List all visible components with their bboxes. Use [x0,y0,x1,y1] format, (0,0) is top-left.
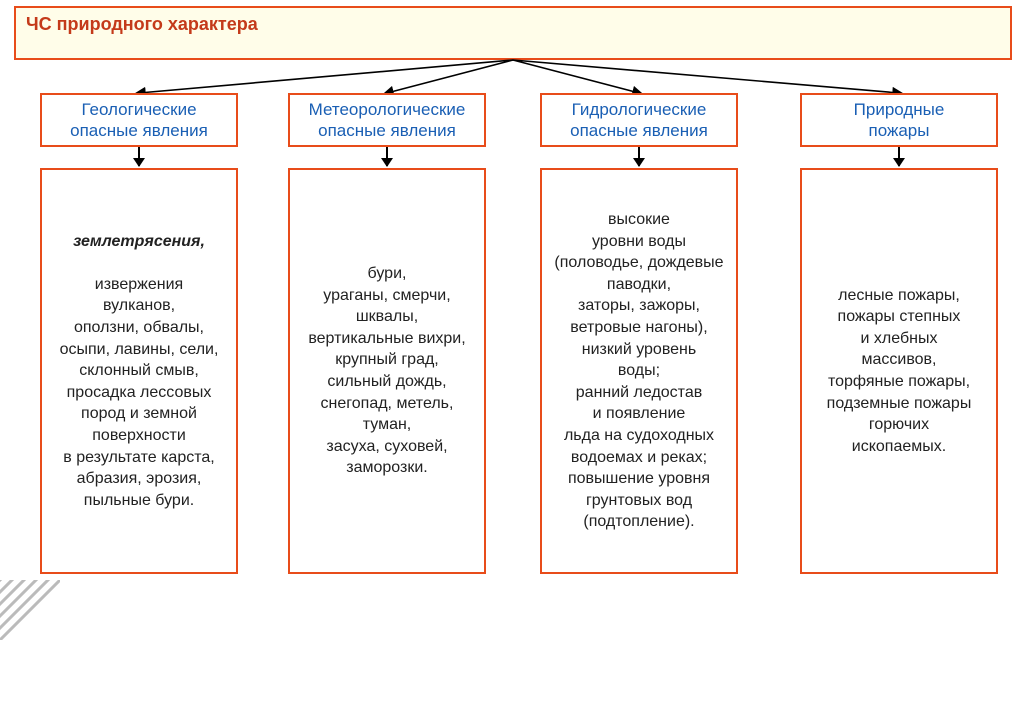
category-label: Геологические опасные явления [70,99,208,142]
sub-arrow [386,147,388,166]
content-text: бури, ураганы, смерчи, шквалы, вертикаль… [308,263,465,479]
category-box: Природные пожары [800,93,998,147]
category-box: Метеорологические опасные явления [288,93,486,147]
content-text: землетрясения, извержения вулканов, опол… [60,231,219,512]
sub-arrow [138,147,140,166]
category-label: Метеорологические опасные явления [309,99,466,142]
sub-arrow [898,147,900,166]
content-box: бури, ураганы, смерчи, шквалы, вертикаль… [288,168,486,574]
category-box: Геологические опасные явления [40,93,238,147]
content-body: извержения вулканов, оползни, обвалы, ос… [60,276,219,509]
content-box: высокие уровни воды (половодье, дождевые… [540,168,738,574]
content-body: высокие уровни воды (половодье, дождевые… [554,211,723,530]
title-text: ЧС природного характера [26,14,258,34]
content-text: лесные пожары, пожары степных и хлебных … [827,285,972,458]
decorative-corner [0,580,60,640]
category-label: Природные пожары [854,99,945,142]
content-body: бури, ураганы, смерчи, шквалы, вертикаль… [308,265,465,476]
category-label: Гидрологические опасные явления [570,99,708,142]
category-box: Гидрологические опасные явления [540,93,738,147]
content-box: лесные пожары, пожары степных и хлебных … [800,168,998,574]
content-text: высокие уровни воды (половодье, дождевые… [554,209,723,533]
content-box: землетрясения, извержения вулканов, опол… [40,168,238,574]
sub-arrow [638,147,640,166]
content-body: лесные пожары, пожары степных и хлебных … [827,287,972,455]
title-box: ЧС природного характера [14,6,1012,60]
content-emphasis: землетрясения, [73,233,205,250]
